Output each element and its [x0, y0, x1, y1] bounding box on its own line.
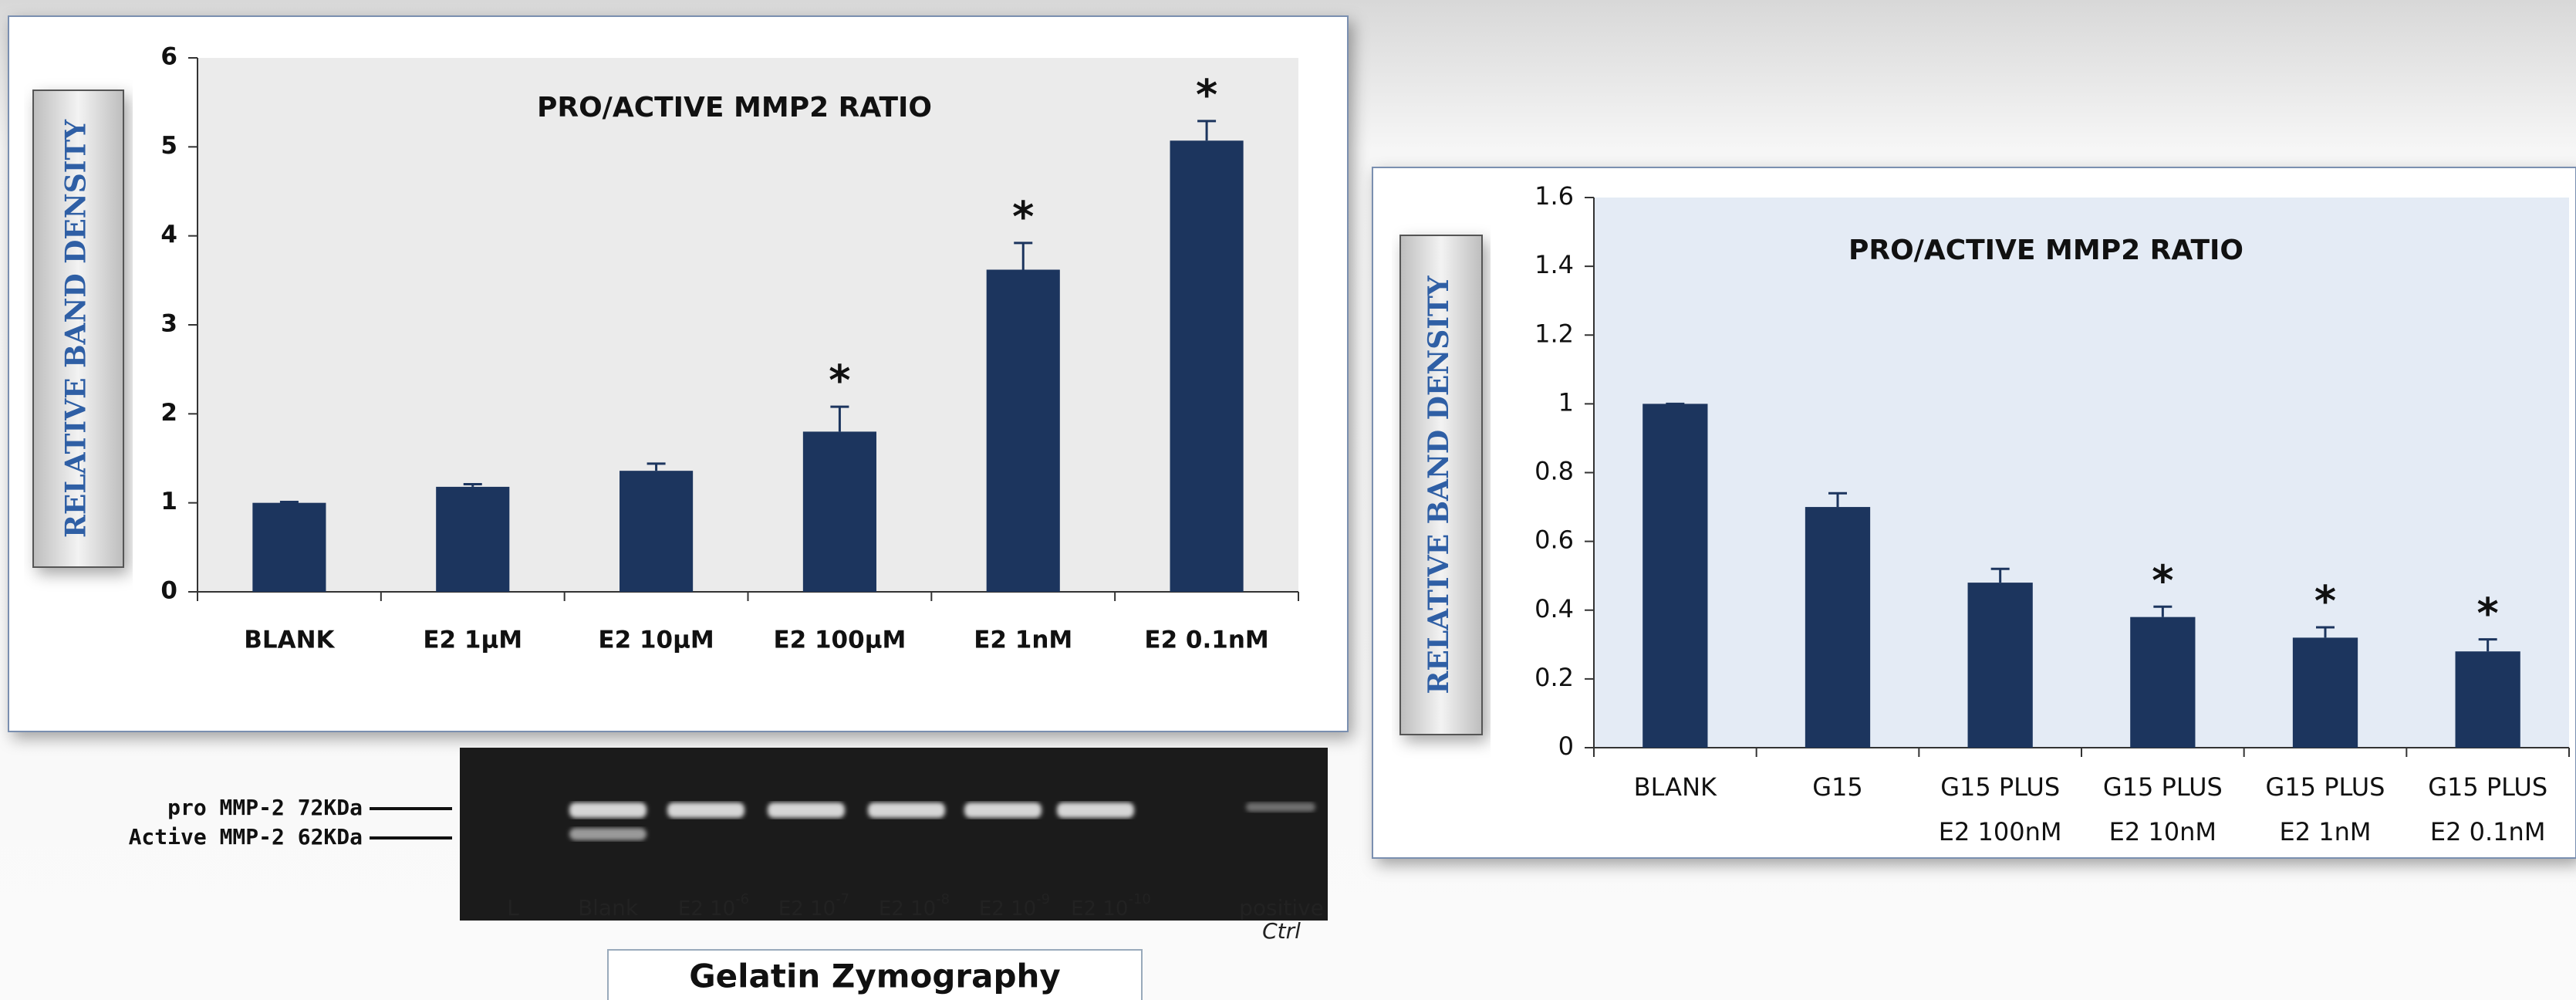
gel-band: [964, 802, 1042, 818]
y-tick-label: 2: [160, 399, 177, 427]
gel-band: [569, 828, 647, 840]
y-tick-label: 0: [1558, 731, 1574, 761]
lane-label: L: [507, 895, 519, 921]
bar: [2130, 617, 2195, 748]
x-tick-label: E2 1nM: [974, 627, 1072, 654]
y-axis-label: RELATIVE BAND DENSITY: [1423, 275, 1455, 694]
y-tick-label: 3: [160, 310, 177, 338]
x-tick-label: G15: [1812, 772, 1863, 802]
y-tick-label: 0: [160, 577, 177, 605]
bar: [2293, 637, 2358, 748]
bar: [803, 431, 876, 592]
lane-label-base: E2 10: [678, 897, 735, 921]
y-tick-label: 0.2: [1534, 663, 1574, 692]
bar: [1968, 583, 2033, 748]
y-tick-label: 1: [1558, 387, 1574, 417]
bar: [2456, 651, 2520, 748]
x-tick-label: E2 0.1nM: [1144, 627, 1268, 654]
significance-marker: *: [2477, 589, 2499, 637]
lane-label: positive: [1239, 895, 1324, 921]
gel-band: [868, 802, 945, 818]
lane-label-base: E2 10: [979, 897, 1036, 921]
x-tick-label: E2 100nM: [1939, 817, 2062, 846]
y-tick-label: 6: [160, 43, 177, 71]
x-tick-label: E2 0.1nM: [2430, 817, 2546, 846]
lane-label-exponent: -10: [1128, 891, 1150, 907]
lane-label-base: E2 10: [1071, 897, 1128, 921]
lane-label-exponent: -7: [836, 891, 849, 907]
x-tick-label: E2 1nM: [2280, 817, 2372, 846]
bar: [620, 471, 693, 592]
x-tick-label: G15 PLUS: [1940, 772, 2060, 802]
plot-area: [198, 58, 1298, 592]
bar: [436, 487, 509, 592]
y-tick-label: 5: [160, 132, 177, 160]
bar: [252, 503, 326, 592]
significance-marker: *: [829, 356, 850, 405]
y-tick-label: 1.2: [1534, 319, 1574, 348]
x-tick-label: G15 PLUS: [2428, 772, 2547, 802]
gel-band: [768, 802, 845, 818]
gel-label: pro MMP-2 72KDa: [167, 795, 363, 820]
lane-label: Ctrl: [1262, 918, 1301, 944]
significance-marker: *: [1196, 71, 1217, 120]
y-tick-label: 4: [160, 221, 177, 248]
x-tick-label: E2 100µM: [773, 627, 906, 654]
y-tick-label: 1: [160, 488, 177, 515]
page: 0 1 2 3 4 5 6 BLANK E2 1µM E2 10µM * E2 100µM * E2 1n…: [0, 0, 2576, 1000]
significance-marker: *: [2152, 556, 2173, 605]
bar: [1642, 404, 1707, 748]
chart-title: PRO/ACTIVE MMP2 RATIO: [1848, 235, 2243, 266]
y-tick-label: 0.8: [1534, 457, 1574, 486]
x-tick-label: E2 10nM: [2109, 817, 2216, 846]
lane-label-exponent: -8: [936, 891, 950, 907]
y-tick-label: 0.6: [1534, 525, 1574, 555]
x-tick-label: BLANK: [244, 627, 335, 654]
significance-marker: *: [2314, 577, 2336, 626]
lane-label: Blank: [578, 895, 639, 921]
lane-label-exponent: -9: [1036, 891, 1050, 907]
gel-band: [1246, 802, 1315, 812]
bar: [1170, 140, 1244, 592]
significance-marker: *: [1012, 193, 1034, 242]
plot-area: [1594, 198, 2569, 748]
gel-label: Active MMP-2 62KDa: [129, 824, 363, 850]
lane-label-base: E2 10: [778, 897, 836, 921]
lane-label-base: E2 10: [879, 897, 936, 921]
gel-band: [667, 802, 744, 818]
gel-caption: Gelatin Zymography: [689, 958, 1061, 995]
gel-band: [1057, 802, 1134, 818]
gel-band: [569, 802, 647, 818]
y-tick-label: 1.4: [1534, 250, 1574, 279]
figure: 0 1 2 3 4 5 6 BLANK E2 1µM E2 10µM * E2 100µM * E2 1n…: [0, 0, 2576, 1000]
x-tick-label: G15 PLUS: [2266, 772, 2385, 802]
x-tick-label: E2 10µM: [598, 627, 714, 654]
y-tick-label: 1.6: [1534, 181, 1574, 211]
bar: [1805, 507, 1870, 748]
error-bar: [280, 502, 299, 503]
x-tick-label: BLANK: [1634, 772, 1717, 802]
bar: [987, 269, 1060, 592]
lane-label-exponent: -6: [735, 891, 749, 907]
y-tick-label: 0.4: [1534, 594, 1574, 623]
x-tick-label: G15 PLUS: [2103, 772, 2223, 802]
x-tick-label: E2 1µM: [423, 627, 522, 654]
chart-title: PRO/ACTIVE MMP2 RATIO: [537, 92, 932, 123]
y-axis-label: RELATIVE BAND DENSITY: [60, 119, 93, 538]
